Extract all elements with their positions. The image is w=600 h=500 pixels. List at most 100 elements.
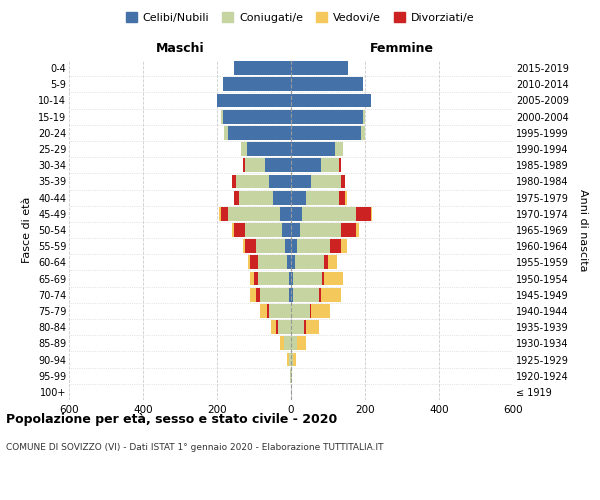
Bar xyxy=(233,190,239,204)
Bar xyxy=(291,256,295,270)
Bar xyxy=(325,272,343,285)
Bar xyxy=(289,272,291,285)
Bar xyxy=(291,61,349,75)
Bar xyxy=(217,94,291,108)
Bar xyxy=(335,142,343,156)
Bar xyxy=(233,61,291,75)
Bar xyxy=(341,240,347,253)
Bar xyxy=(291,223,300,237)
Bar xyxy=(241,142,247,156)
Bar xyxy=(284,336,291,350)
Bar xyxy=(247,142,291,156)
Bar xyxy=(320,158,339,172)
Bar xyxy=(344,190,347,204)
Bar xyxy=(339,190,344,204)
Bar xyxy=(296,336,306,350)
Bar xyxy=(232,223,233,237)
Bar xyxy=(322,272,325,285)
Bar xyxy=(293,272,322,285)
Bar xyxy=(280,207,291,220)
Bar xyxy=(310,304,311,318)
Bar xyxy=(256,288,260,302)
Bar xyxy=(245,240,256,253)
Bar xyxy=(245,158,265,172)
Bar xyxy=(289,288,291,302)
Bar xyxy=(287,256,291,270)
Bar xyxy=(219,207,221,220)
Bar xyxy=(224,126,228,140)
Bar xyxy=(291,352,293,366)
Bar xyxy=(341,223,356,237)
Bar xyxy=(278,320,291,334)
Bar xyxy=(330,240,341,253)
Bar xyxy=(287,352,289,366)
Bar xyxy=(254,272,258,285)
Bar xyxy=(243,240,245,253)
Bar xyxy=(276,320,278,334)
Bar xyxy=(291,207,302,220)
Bar xyxy=(291,110,363,124)
Bar xyxy=(256,240,286,253)
Bar xyxy=(289,352,291,366)
Bar xyxy=(269,304,291,318)
Bar xyxy=(319,288,320,302)
Bar xyxy=(356,223,359,237)
Bar xyxy=(250,256,258,270)
Bar xyxy=(311,174,341,188)
Bar xyxy=(356,207,371,220)
Bar xyxy=(248,256,250,270)
Bar xyxy=(306,320,319,334)
Bar xyxy=(245,223,282,237)
Bar xyxy=(258,272,289,285)
Bar xyxy=(306,190,339,204)
Bar xyxy=(290,369,291,382)
Bar xyxy=(239,190,272,204)
Legend: Celibi/Nubili, Coniugati/e, Vedovi/e, Divorziati/e: Celibi/Nubili, Coniugati/e, Vedovi/e, Di… xyxy=(121,8,479,28)
Bar xyxy=(296,240,330,253)
Bar xyxy=(272,190,291,204)
Bar xyxy=(311,304,330,318)
Bar xyxy=(291,142,335,156)
Text: Femmine: Femmine xyxy=(370,42,434,55)
Bar xyxy=(300,223,341,237)
Bar xyxy=(282,223,291,237)
Bar xyxy=(291,272,293,285)
Bar xyxy=(250,288,256,302)
Bar xyxy=(223,78,291,91)
Bar xyxy=(291,320,304,334)
Bar xyxy=(320,288,341,302)
Bar xyxy=(291,288,293,302)
Bar xyxy=(325,256,328,270)
Bar xyxy=(291,174,311,188)
Bar xyxy=(293,288,319,302)
Bar xyxy=(223,110,291,124)
Bar xyxy=(341,174,344,188)
Bar xyxy=(286,240,291,253)
Bar xyxy=(291,94,371,108)
Bar xyxy=(267,304,269,318)
Bar xyxy=(235,174,269,188)
Bar xyxy=(250,272,254,285)
Y-axis label: Fasce di età: Fasce di età xyxy=(22,197,32,263)
Bar xyxy=(232,174,235,188)
Bar xyxy=(291,336,296,350)
Bar xyxy=(328,256,337,270)
Bar xyxy=(228,126,291,140)
Bar xyxy=(221,207,228,220)
Bar xyxy=(291,304,310,318)
Bar xyxy=(291,240,296,253)
Bar xyxy=(304,320,306,334)
Bar xyxy=(271,320,276,334)
Bar xyxy=(293,352,296,366)
Bar xyxy=(291,78,363,91)
Text: COMUNE DI SOVIZZO (VI) - Dati ISTAT 1° gennaio 2020 - Elaborazione TUTTITALIA.IT: COMUNE DI SOVIZZO (VI) - Dati ISTAT 1° g… xyxy=(6,442,383,452)
Bar xyxy=(291,369,292,382)
Y-axis label: Anni di nascita: Anni di nascita xyxy=(578,188,588,271)
Bar xyxy=(291,158,320,172)
Bar xyxy=(371,207,373,220)
Text: Popolazione per età, sesso e stato civile - 2020: Popolazione per età, sesso e stato civil… xyxy=(6,412,337,426)
Bar xyxy=(302,207,356,220)
Bar xyxy=(291,190,306,204)
Bar xyxy=(260,304,267,318)
Bar xyxy=(291,126,361,140)
